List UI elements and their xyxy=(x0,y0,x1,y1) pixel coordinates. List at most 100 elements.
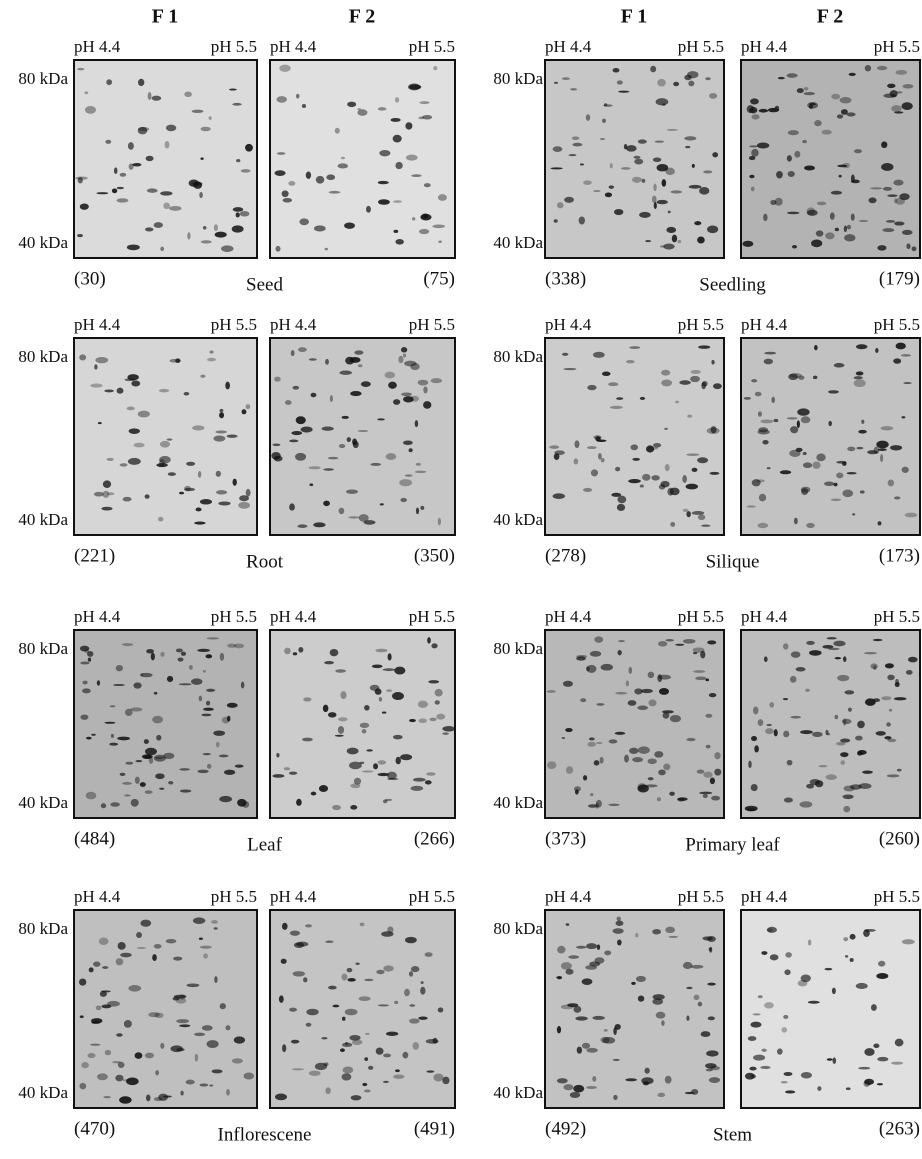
protein-spot xyxy=(702,793,708,799)
protein-spot xyxy=(858,429,867,434)
protein-spot xyxy=(310,392,317,398)
protein-spot xyxy=(101,1004,112,1009)
protein-spot xyxy=(887,674,895,681)
protein-spot xyxy=(652,928,662,935)
protein-spot xyxy=(880,426,894,431)
protein-spot xyxy=(359,922,365,927)
protein-spot xyxy=(711,795,721,801)
protein-spot xyxy=(154,1012,164,1019)
gel-frame xyxy=(73,909,258,1109)
spot-count: (338) xyxy=(545,268,586,289)
protein-spot xyxy=(600,457,605,463)
protein-spot xyxy=(573,786,582,792)
protein-spot xyxy=(426,772,436,776)
protein-spot xyxy=(116,198,129,203)
protein-spot xyxy=(428,680,440,684)
protein-spot xyxy=(616,80,623,85)
protein-spot xyxy=(401,392,412,397)
protein-spot xyxy=(198,937,204,941)
gel-frame xyxy=(544,59,725,259)
protein-spot xyxy=(99,990,107,997)
protein-spot xyxy=(218,501,231,506)
protein-spot xyxy=(238,501,251,509)
protein-spot xyxy=(200,374,206,378)
protein-spot xyxy=(617,495,627,504)
gel-frame xyxy=(73,59,258,259)
protein-spot xyxy=(208,116,212,120)
protein-spot xyxy=(586,1047,598,1053)
protein-spot xyxy=(705,678,710,682)
protein-spot xyxy=(824,967,833,971)
protein-spot xyxy=(876,972,889,979)
protein-spot xyxy=(123,794,131,797)
protein-spot xyxy=(806,640,815,645)
protein-spot xyxy=(832,1057,837,1064)
protein-spot xyxy=(711,360,715,365)
protein-spot xyxy=(399,479,413,487)
protein-spot xyxy=(750,1021,762,1028)
gel-frame xyxy=(544,909,725,1109)
protein-spot xyxy=(613,1094,618,1101)
protein-spot xyxy=(652,998,663,1005)
protein-spot xyxy=(200,240,212,244)
protein-spot xyxy=(394,97,400,103)
protein-spot xyxy=(393,1074,405,1079)
protein-spot xyxy=(410,785,424,791)
protein-spot xyxy=(415,507,420,515)
protein-spot xyxy=(686,453,700,456)
protein-spot xyxy=(841,718,852,725)
protein-spot xyxy=(284,647,291,655)
protein-spot xyxy=(793,517,798,525)
protein-spot xyxy=(779,470,792,475)
protein-spot xyxy=(629,346,641,349)
protein-spot xyxy=(383,799,388,804)
protein-spot xyxy=(561,77,570,81)
mass-label: 40 kDa xyxy=(493,1083,543,1102)
protein-spot xyxy=(404,988,410,997)
protein-spot xyxy=(120,952,132,958)
protein-spot xyxy=(564,196,574,203)
protein-spot xyxy=(771,396,776,404)
protein-spot xyxy=(274,376,281,382)
protein-spot xyxy=(893,697,907,701)
protein-spot xyxy=(614,1023,621,1030)
protein-spot xyxy=(665,167,675,176)
protein-spot xyxy=(122,643,134,647)
protein-spot xyxy=(565,727,573,733)
protein-spot xyxy=(96,680,101,686)
protein-spot xyxy=(377,1004,390,1007)
protein-spot xyxy=(786,211,800,215)
protein-spot xyxy=(350,1095,362,1101)
protein-spot xyxy=(753,706,759,715)
protein-spot xyxy=(203,953,208,959)
protein-spot xyxy=(776,1048,783,1055)
protein-spot xyxy=(901,102,913,110)
protein-spot xyxy=(366,205,371,213)
protein-spot xyxy=(227,643,237,648)
protein-spot xyxy=(239,495,249,502)
protein-spot xyxy=(103,1096,112,1099)
protein-spot xyxy=(629,747,639,754)
gel-background xyxy=(741,338,920,535)
gel-image xyxy=(544,59,725,259)
protein-spot xyxy=(803,91,816,96)
protein-spot xyxy=(882,228,895,233)
protein-spot xyxy=(670,521,676,527)
protein-spot xyxy=(232,102,242,106)
protein-spot xyxy=(243,1072,255,1080)
protein-spot xyxy=(322,704,329,713)
protein-spot xyxy=(78,978,87,986)
protein-spot xyxy=(413,777,426,782)
protein-spot xyxy=(434,688,443,697)
protein-spot xyxy=(671,234,678,243)
protein-spot xyxy=(156,734,162,741)
protein-spot xyxy=(144,494,150,499)
protein-spot xyxy=(760,419,774,424)
protein-spot xyxy=(583,180,592,185)
protein-spot xyxy=(556,1078,568,1084)
protein-spot xyxy=(405,936,417,944)
protein-spot xyxy=(91,1018,103,1024)
protein-spot xyxy=(896,768,902,772)
protein-spot xyxy=(647,671,655,679)
protein-spot xyxy=(887,738,897,743)
